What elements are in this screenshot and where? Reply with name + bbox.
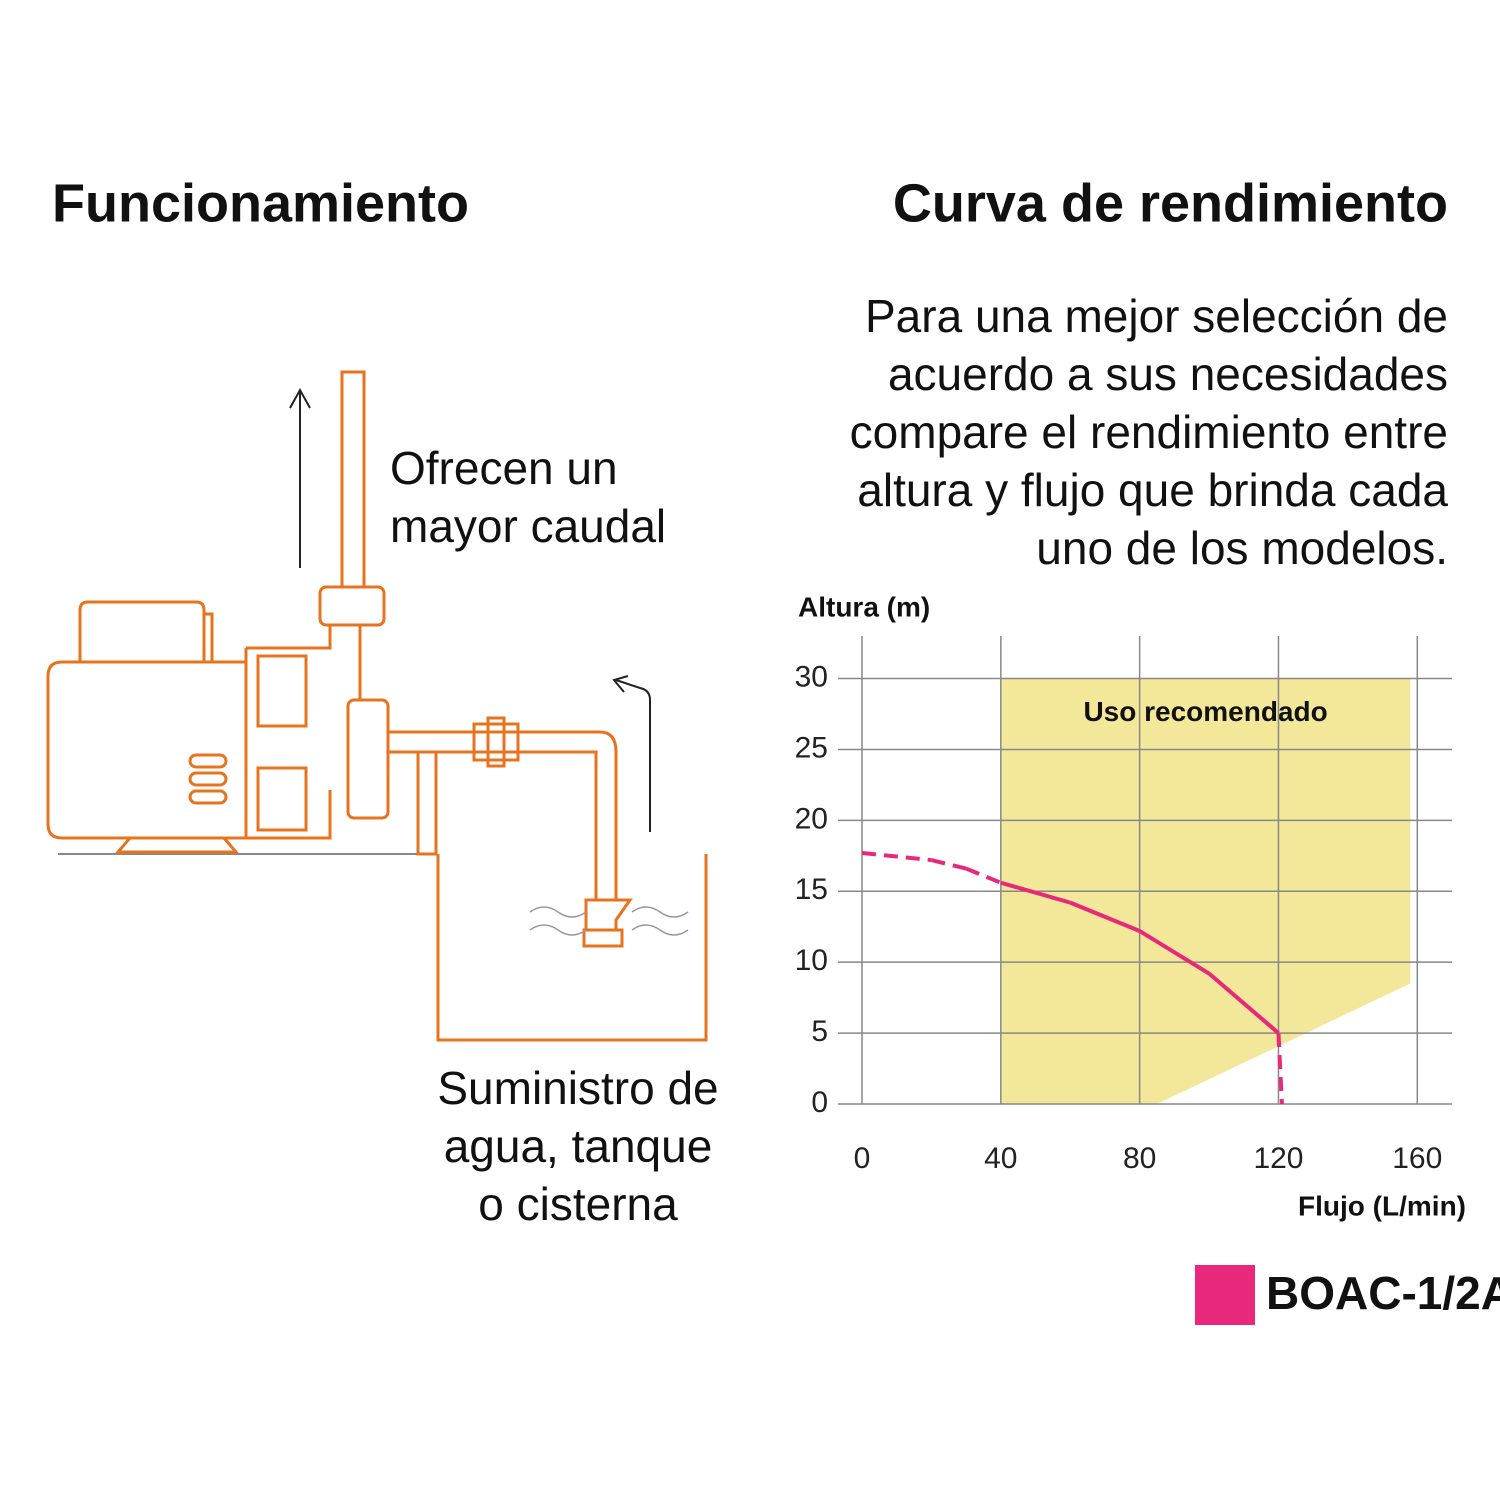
- curve-segment: [965, 866, 1002, 885]
- description: altura y flujo que brinda cada: [857, 464, 1448, 516]
- description: compare el rendimiento entre: [850, 406, 1448, 458]
- curve-segment: [1207, 972, 1280, 1035]
- y-tick-label: 25: [795, 731, 828, 764]
- y-tick-label: 10: [795, 944, 828, 977]
- caption: agua, tanque: [444, 1120, 713, 1172]
- right-title: Curva de rendimiento: [893, 173, 1448, 233]
- x-tick-label: 40: [984, 1142, 1017, 1175]
- description: acuerdo a sus necesidades: [888, 348, 1448, 400]
- description: Para una mejor selección de: [865, 290, 1448, 342]
- region-label: Uso recomendado: [1083, 696, 1327, 727]
- curve-segment: [1000, 880, 1071, 905]
- caption: Ofrecen un: [390, 442, 618, 494]
- y-tick-label: 5: [811, 1015, 828, 1048]
- left-title: Funcionamiento: [52, 173, 469, 233]
- caption: o cisterna: [478, 1178, 678, 1230]
- y-tick-label: 0: [811, 1086, 828, 1119]
- x-tick-label: 120: [1253, 1142, 1303, 1175]
- y-tick-label: 20: [795, 802, 828, 835]
- legend-label: BOAC-1/2A: [1266, 1267, 1500, 1319]
- x-axis-label: Flujo (L/min): [1298, 1190, 1466, 1221]
- x-tick-label: 80: [1123, 1142, 1156, 1175]
- legend-swatch: [1195, 1265, 1255, 1325]
- description: uno de los modelos.: [1036, 522, 1448, 574]
- pump-diagram: [46, 370, 708, 1042]
- x-tick-label: 0: [854, 1142, 871, 1175]
- x-tick-label: 160: [1392, 1142, 1442, 1175]
- y-tick-label: 30: [795, 660, 828, 693]
- curve-segment: [1069, 900, 1141, 933]
- curve-segment: [1276, 1032, 1284, 1105]
- chart: Uso recomendado 0 5 10 15 20 25 30 0 40 80 120 160 Al…: [795, 591, 1500, 1325]
- curve-segment: [1138, 929, 1211, 976]
- curve-segment: [861, 850, 932, 863]
- y-axis-label: Altura (m): [798, 591, 930, 622]
- caption: mayor caudal: [390, 500, 666, 552]
- y-tick-label: 15: [795, 873, 828, 906]
- caption: Suministro de: [437, 1062, 718, 1114]
- curve-segment: [930, 858, 967, 871]
